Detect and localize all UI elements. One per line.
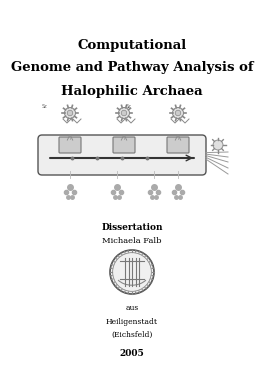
FancyBboxPatch shape	[59, 137, 81, 153]
Text: Sz: Sz	[42, 104, 48, 110]
Text: Sz: Sz	[126, 104, 132, 110]
Text: (Eichsfeld): (Eichsfeld)	[111, 331, 153, 339]
Circle shape	[121, 110, 127, 116]
Text: Heiligenstadt: Heiligenstadt	[106, 318, 158, 326]
Circle shape	[175, 110, 181, 116]
Text: aus: aus	[125, 304, 139, 312]
Circle shape	[213, 140, 223, 150]
Text: 2005: 2005	[120, 350, 144, 358]
Text: Dissertation: Dissertation	[101, 223, 163, 232]
Text: Michaela Falb: Michaela Falb	[102, 237, 162, 245]
Circle shape	[119, 107, 130, 119]
FancyBboxPatch shape	[38, 135, 206, 175]
Circle shape	[67, 110, 73, 116]
Text: Genome and Pathway Analysis of: Genome and Pathway Analysis of	[11, 62, 253, 75]
FancyBboxPatch shape	[113, 137, 135, 153]
Circle shape	[172, 107, 183, 119]
Text: Computational: Computational	[77, 38, 187, 51]
Circle shape	[64, 107, 76, 119]
Text: Halophilic Archaea: Halophilic Archaea	[61, 85, 203, 97]
FancyBboxPatch shape	[167, 137, 189, 153]
Circle shape	[110, 250, 154, 294]
